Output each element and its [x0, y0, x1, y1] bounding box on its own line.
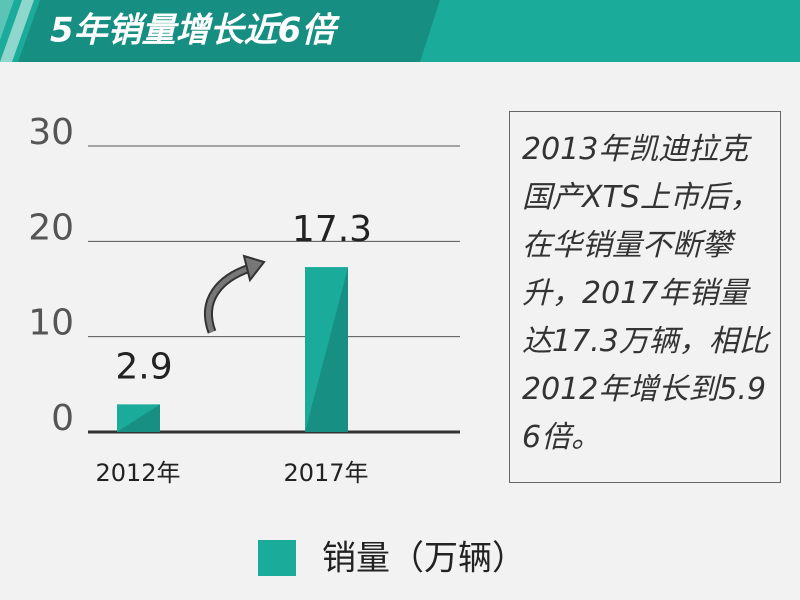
- chart-title: 5年销量增长近6倍: [50, 11, 340, 51]
- bar: [305, 267, 348, 432]
- value-label: 17.3: [292, 209, 372, 250]
- y-tick-label: 30: [28, 112, 74, 153]
- legend-label: 销量（万辆）: [322, 539, 526, 579]
- y-tick-label: 20: [28, 207, 74, 248]
- y-tick-label: 10: [28, 303, 74, 344]
- x-tick-label: 2017年: [283, 459, 368, 487]
- arrow-head: [242, 254, 266, 283]
- legend-swatch: [258, 540, 296, 576]
- arrow: [205, 265, 251, 333]
- banner-dark: [18, 0, 440, 62]
- y-tick-label: 0: [51, 398, 74, 439]
- value-label: 2.9: [115, 346, 172, 387]
- banner-stripe: [0, 0, 14, 40]
- bar: [117, 404, 160, 432]
- banner-stripe: [0, 0, 34, 62]
- annotation: 2013年凯迪拉克国产XTS上市后，在华销量不断攀升，2017年销量达17.3万…: [509, 111, 781, 483]
- x-tick-label: 2012年: [95, 459, 180, 487]
